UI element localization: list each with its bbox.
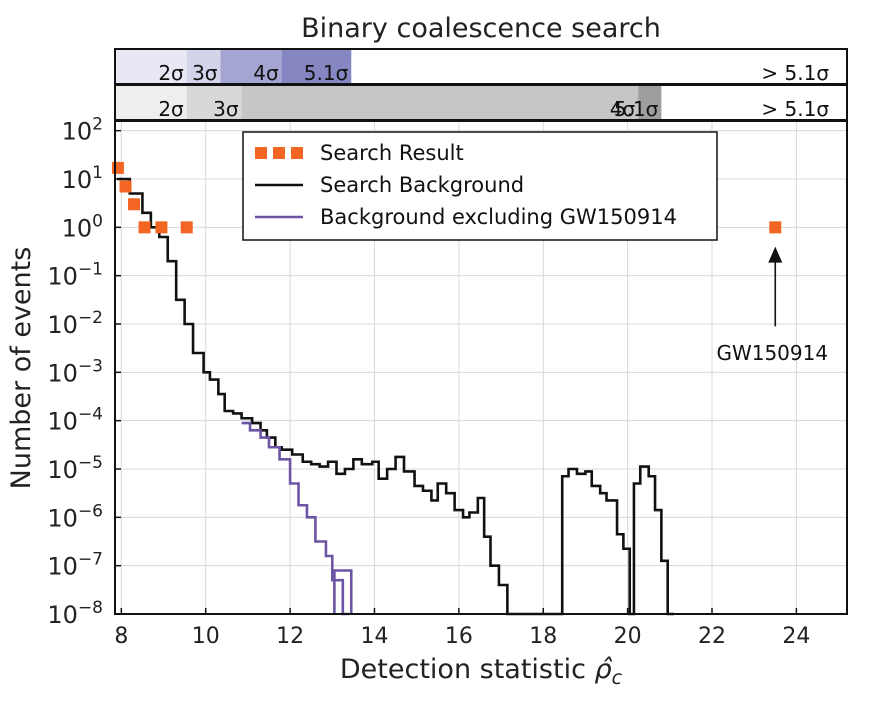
x-tick-label: 22 (698, 624, 726, 649)
y-tick-exponent: 2 (92, 115, 103, 135)
x-tick-label: 14 (360, 624, 388, 649)
legend: Search Result Search Background Background… (242, 131, 718, 241)
x-axis-label: Detection statistic ρ̂c (340, 654, 623, 689)
x-tick-label: 18 (529, 624, 557, 649)
y-tick-base: 10 (62, 166, 93, 194)
sigma-label: 5.1σ (304, 61, 349, 85)
search-result-point (138, 221, 151, 234)
y-tick-label: 10−3 (47, 356, 103, 387)
legend-entry-label: Background excluding GW150914 (320, 205, 677, 229)
x-tick-label: 24 (782, 624, 810, 649)
axis-ticks: 8 10 12 14 16 18 20 22 2410210110010−110−210−310… (47, 115, 810, 649)
sigma-band-lower-region (186, 85, 242, 120)
y-tick-exponent: 0 (92, 211, 103, 231)
background-excluding-line (241, 421, 350, 616)
x-tick-label: 20 (614, 624, 642, 649)
y-tick-exponent: −7 (78, 550, 103, 570)
rho-subscript: c (612, 667, 623, 689)
y-tick-label: 100 (62, 211, 103, 242)
x-tick-label: 8 (114, 624, 128, 649)
background-excluding-tail (333, 569, 353, 614)
y-tick-exponent: −4 (78, 405, 103, 425)
sigma-label: > 5.1σ (761, 97, 829, 121)
y-tick-label: 10−5 (47, 453, 103, 484)
y-tick-base: 10 (47, 504, 78, 532)
y-tick-label: 10−1 (47, 260, 103, 291)
legend-entry-label: Search Background (320, 173, 524, 197)
search-result-point (155, 221, 168, 234)
y-tick-base: 10 (47, 456, 78, 484)
y-tick-base: 10 (47, 553, 78, 581)
y-tick-base: 10 (47, 311, 78, 339)
legend-entry-label: Search Result (320, 141, 464, 165)
search-result-point (127, 198, 140, 211)
y-tick-exponent: −8 (78, 598, 103, 618)
sigma-band-upper-region (281, 49, 352, 84)
chart-title: Binary coalescence search (301, 13, 661, 44)
sigma-label: 3σ (192, 61, 218, 85)
sigma-label: 4σ (610, 97, 636, 121)
sigma-band-lower-region (638, 85, 662, 120)
y-axis-label: Number of events (6, 247, 37, 490)
legend-marker-search-result (273, 147, 285, 159)
x-tick-label: 12 (276, 624, 304, 649)
y-tick-exponent: 1 (92, 163, 103, 183)
x-tick-label: 16 (445, 624, 473, 649)
y-tick-base: 10 (47, 359, 78, 387)
y-tick-label: 10−7 (47, 550, 103, 581)
y-tick-base: 10 (62, 214, 93, 242)
sigma-label: 4σ (253, 61, 279, 85)
sigma-band-upper-region (220, 49, 282, 84)
sigma-band-lower-region (115, 85, 187, 120)
y-tick-base: 10 (47, 601, 78, 629)
y-tick-exponent: −6 (78, 501, 103, 521)
series-layer (111, 161, 782, 616)
rho-hat-symbol: ρ̂ (595, 654, 613, 685)
legend-marker-search-result (255, 147, 267, 159)
search-result-point (769, 221, 782, 234)
y-tick-base: 10 (47, 263, 78, 291)
x-axis-label-text: Detection statistic (340, 654, 595, 685)
y-tick-base: 10 (62, 118, 93, 146)
y-tick-label: 10−2 (47, 308, 103, 339)
search-result-point (111, 161, 124, 174)
sigma-label: 3σ (213, 97, 239, 121)
sigma-band-upper-region (186, 49, 221, 84)
annotations: GW150914 (716, 246, 828, 365)
sigma-label: 2σ (158, 61, 184, 85)
y-tick-label: 10−4 (47, 405, 103, 436)
x-tick-label: 10 (192, 624, 220, 649)
plot-frame (114, 120, 848, 615)
sigma-label: > 5.1σ (761, 61, 829, 85)
y-tick-exponent: −2 (78, 308, 103, 328)
search-background-line (117, 177, 675, 616)
y-tick-label: 10−8 (47, 598, 103, 629)
sigma-label: 5.1σ (614, 97, 659, 121)
y-tick-exponent: −5 (78, 453, 103, 473)
y-tick-label: 102 (62, 115, 103, 146)
sigma-band-upper-region (115, 49, 187, 84)
y-tick-label: 10−6 (47, 501, 103, 532)
y-tick-exponent: −1 (78, 260, 103, 280)
y-tick-base: 10 (47, 408, 78, 436)
search-result-point (119, 180, 132, 193)
annotation-arrow-head (768, 246, 783, 263)
legend-box (242, 131, 718, 241)
sigma-label: 2σ (158, 97, 184, 121)
legend-marker-search-result (291, 147, 303, 159)
y-tick-exponent: −3 (78, 356, 103, 376)
annotation-label: GW150914 (716, 341, 828, 365)
y-tick-label: 101 (62, 163, 103, 194)
sigma-band-lower-region (241, 85, 639, 120)
search-result-point (180, 221, 193, 234)
